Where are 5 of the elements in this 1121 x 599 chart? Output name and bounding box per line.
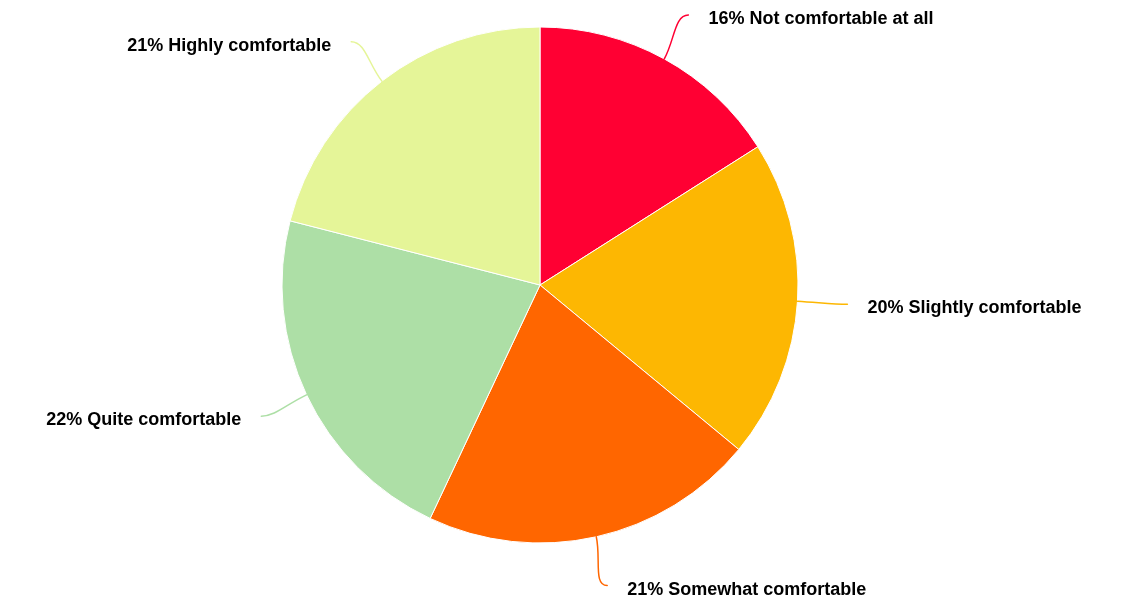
slice-label: 16% Not comfortable at all xyxy=(708,8,934,29)
slice-label: 22% Quite comfortable xyxy=(46,409,242,430)
slice-label: 21% Somewhat comfortable xyxy=(627,578,867,599)
slice-label: 21% Highly comfortable xyxy=(127,34,332,55)
slice-label: 20% Slightly comfortable xyxy=(867,297,1082,318)
